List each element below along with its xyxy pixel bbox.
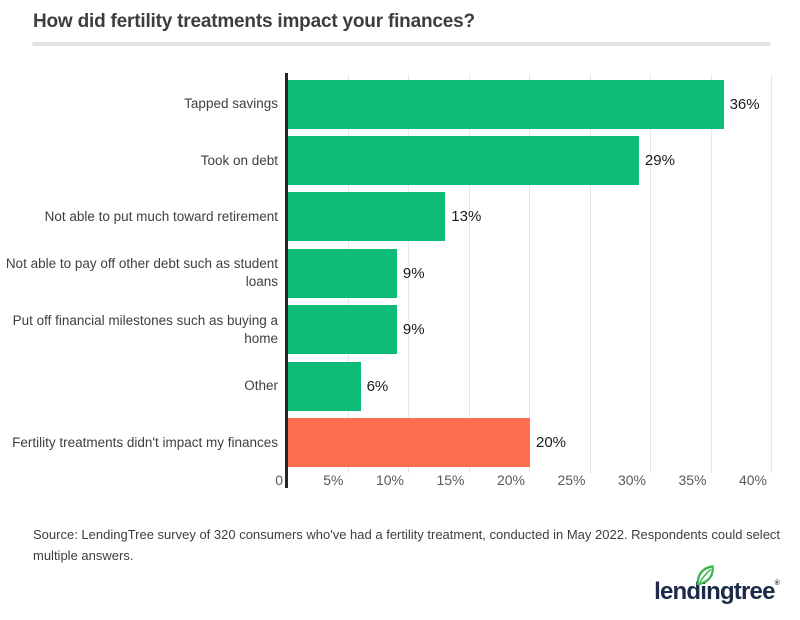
gridline <box>529 74 530 473</box>
category-label: Put off financial milestones such as buy… <box>12 312 278 346</box>
x-tick-label: 5% <box>323 472 344 488</box>
logo-wordmark: lendingtree® <box>654 565 780 606</box>
category-label: Not able to pay off other debt such as s… <box>5 256 278 290</box>
x-tick-label: 30% <box>617 472 646 488</box>
gridline <box>468 74 470 473</box>
gridline <box>408 74 409 473</box>
bar-row: Put off financial milestones such as buy… <box>0 302 800 358</box>
x-tick-label: 0 <box>275 472 283 488</box>
bar-row: Not able to pay off other debt such as s… <box>0 245 800 301</box>
bar-row: Fertility treatments didn't impact my fi… <box>0 414 800 470</box>
bar <box>288 305 397 355</box>
x-tick-label: 35% <box>678 472 707 488</box>
lendingtree-logo: lendingtree® <box>654 565 780 612</box>
chart-title: How did fertility treatments impact your… <box>33 11 475 32</box>
x-tick-label: 10% <box>375 472 404 488</box>
category-label: Not able to put much toward retirement <box>44 208 278 224</box>
bar <box>288 248 397 298</box>
category-label: Fertility treatments didn't impact my fi… <box>12 434 278 450</box>
gridline <box>771 74 772 473</box>
bar <box>288 361 361 411</box>
bar <box>288 79 724 129</box>
y-axis-line <box>285 73 288 488</box>
source-note: Source: LendingTree survey of 320 consum… <box>33 527 781 563</box>
value-label: 9% <box>402 321 425 339</box>
category-label: Tapped savings <box>184 96 278 112</box>
gridline <box>589 74 591 473</box>
value-label: 9% <box>402 264 425 282</box>
bar-row: Other 6% <box>0 358 800 414</box>
gridline <box>710 74 712 473</box>
value-label: 29% <box>644 152 675 170</box>
x-tick-label: 20% <box>496 472 525 488</box>
category-label: Other <box>244 378 278 394</box>
bar-row: Not able to put much toward retirement 13… <box>0 189 800 245</box>
gridline <box>650 74 651 473</box>
bar-chart: Tapped savings 36% Took on debt 29% Not able… <box>0 73 800 488</box>
value-label: 13% <box>451 208 482 226</box>
x-tick-label: 25% <box>557 472 586 488</box>
logo-text: lendingtree <box>654 578 775 605</box>
bar-row: Took on debt 29% <box>0 132 800 188</box>
bar-rows: Tapped savings 36% Took on debt 29% Not able… <box>0 76 800 471</box>
bar <box>288 192 446 242</box>
value-label: 6% <box>366 377 389 395</box>
title-divider <box>32 42 771 46</box>
category-label: Took on debt <box>200 152 278 168</box>
value-label: 36% <box>729 95 760 113</box>
bar <box>288 418 530 468</box>
value-label: 20% <box>536 434 567 452</box>
x-tick-label: 15% <box>436 472 465 488</box>
x-tick-label: 40% <box>738 472 767 488</box>
leaf-icon <box>696 565 714 586</box>
bar <box>288 136 639 186</box>
registered-trademark-symbol: ® <box>774 580 780 587</box>
bar-row: Tapped savings 36% <box>0 76 800 132</box>
